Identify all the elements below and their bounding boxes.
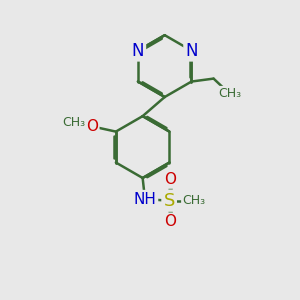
Text: O: O: [165, 214, 177, 229]
Text: N: N: [132, 42, 144, 60]
Text: NH: NH: [134, 192, 156, 207]
Text: O: O: [165, 172, 177, 187]
Text: O: O: [86, 119, 98, 134]
Text: CH₃: CH₃: [62, 116, 85, 129]
Text: CH₃: CH₃: [183, 194, 206, 207]
Text: N: N: [185, 42, 198, 60]
Text: CH₃: CH₃: [218, 87, 241, 101]
Text: S: S: [164, 192, 175, 210]
